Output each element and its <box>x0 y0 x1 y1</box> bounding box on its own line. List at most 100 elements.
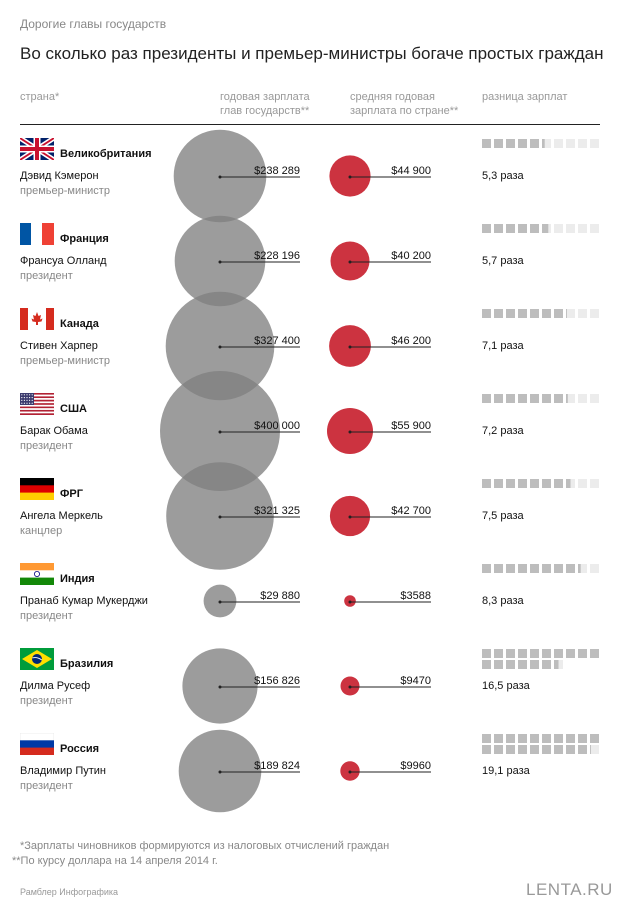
average-salary-label: $40 200 <box>391 250 431 262</box>
usa-flag-icon <box>20 393 54 415</box>
ratio-square <box>554 734 563 743</box>
ratio-square <box>506 649 515 658</box>
leader-position: премьер-министр <box>20 355 110 367</box>
ratio-square <box>530 139 539 148</box>
column-header-average-salary: средняя годовая зарплата по стране** <box>350 91 459 117</box>
ratio-square <box>554 479 563 488</box>
table-row: Бразилия Дилма Русеф президент 16,5 раза <box>0 648 620 733</box>
average-salary-label: $55 900 <box>391 420 431 432</box>
ratio-square <box>590 734 599 743</box>
ratio-square-bg <box>542 139 551 148</box>
ratio-square-bg <box>590 309 599 318</box>
ratio-square <box>542 479 551 488</box>
ratio-label: 19,1 раза <box>482 765 530 777</box>
leader-salary-leader-line-dot <box>218 175 222 179</box>
ratio-square <box>542 564 551 573</box>
ratio-square <box>590 745 591 754</box>
ratio-square-bg <box>578 564 587 573</box>
ratio-square <box>482 649 491 658</box>
ratio-square <box>494 564 503 573</box>
ratio-square <box>530 394 539 403</box>
chart-title: Во сколько раз президенты и премьер-мини… <box>20 44 604 63</box>
ratio-square <box>482 224 491 233</box>
leader-salary-label: $189 824 <box>254 760 300 772</box>
column-header-ratio: разница зарплат <box>482 91 568 103</box>
ratio-square <box>518 309 527 318</box>
ratio-square <box>566 564 575 573</box>
ratio-square <box>518 745 527 754</box>
ratio-square <box>530 745 539 754</box>
ratio-square <box>542 224 549 233</box>
ratio-square <box>566 745 575 754</box>
leader-name: Дэвид Кэмерон <box>20 170 99 182</box>
ratio-square <box>482 479 491 488</box>
ratio-square-bg <box>566 394 575 403</box>
ratio-square-bg <box>578 139 587 148</box>
ratio-square <box>482 564 491 573</box>
ratio-square <box>542 309 551 318</box>
ratio-square <box>506 660 515 669</box>
ratio-square <box>506 309 515 318</box>
ratio-square <box>554 649 563 658</box>
leader-position: президент <box>20 695 73 707</box>
ratio-square <box>518 734 527 743</box>
ratio-square <box>494 139 503 148</box>
ratio-square <box>494 309 503 318</box>
leader-name: Ангела Меркель <box>20 510 103 522</box>
lenta-logo: LENTA.RU <box>526 880 613 899</box>
leader-salary-label: $400 000 <box>254 420 300 432</box>
country-name: Канада <box>60 318 99 330</box>
leader-salary-label: $156 826 <box>254 675 300 687</box>
leader-salary-label: $327 400 <box>254 335 300 347</box>
average-salary-leader-line-dot <box>348 685 352 689</box>
ratio-square-bg <box>590 745 599 754</box>
footnote-1: *Зарплаты чиновников формируются из нало… <box>20 840 390 852</box>
average-salary-label: $9470 <box>400 675 431 687</box>
header-rule <box>20 124 600 125</box>
table-row: Франция Франсуа Олланд президент 5,7 раза <box>0 223 620 308</box>
table-row: Канада Стивен Харпер премьер-министр 7,1 ра… <box>0 308 620 393</box>
column-header-country: страна* <box>20 91 60 103</box>
ratio-square <box>506 745 515 754</box>
ratio-square <box>518 660 527 669</box>
ratio-square <box>506 734 515 743</box>
germany-flag-icon <box>20 478 54 500</box>
ratio-square <box>482 394 491 403</box>
ratio-square <box>506 224 515 233</box>
ratio-square <box>578 734 587 743</box>
ratio-square-bg <box>590 479 599 488</box>
ratio-square <box>494 649 503 658</box>
ratio-square <box>590 649 599 658</box>
ratio-square <box>530 224 539 233</box>
country-name: Индия <box>60 573 95 585</box>
average-salary-leader-line-dot <box>348 175 352 179</box>
leader-name: Владимир Путин <box>20 765 106 777</box>
leader-name: Барак Обама <box>20 425 88 437</box>
ratio-label: 5,3 раза <box>482 170 524 182</box>
canada-flag-icon <box>20 308 54 330</box>
leader-salary-leader-line-dot <box>218 685 222 689</box>
ratio-square <box>566 394 568 403</box>
average-salary-leader-line-dot <box>348 260 352 264</box>
leader-position: канцлер <box>20 525 63 537</box>
ratio-square <box>494 734 503 743</box>
table-row: Великобритания Дэвид Кэмерон премьер-минис… <box>0 138 620 223</box>
ratio-label: 7,2 раза <box>482 425 524 437</box>
column-header-leader-salary: годовая зарплата глав государств** <box>220 91 310 117</box>
ratio-square-bg <box>554 139 563 148</box>
ratio-square <box>578 745 587 754</box>
ratio-label: 7,5 раза <box>482 510 524 522</box>
ratio-square <box>518 394 527 403</box>
ratio-square <box>506 394 515 403</box>
table-row: ФРГ Ангела Меркель канцлер 7,5 раза <box>0 478 620 563</box>
ratio-square <box>542 660 551 669</box>
ratio-square <box>518 224 527 233</box>
ratio-square-bg <box>590 139 599 148</box>
ratio-square <box>530 564 539 573</box>
leader-salary-label: $228 196 <box>254 250 300 262</box>
ratio-label: 5,7 раза <box>482 255 524 267</box>
average-salary-leader-line-dot <box>348 345 352 349</box>
ratio-square <box>494 394 503 403</box>
ratio-label: 8,3 раза <box>482 595 524 607</box>
